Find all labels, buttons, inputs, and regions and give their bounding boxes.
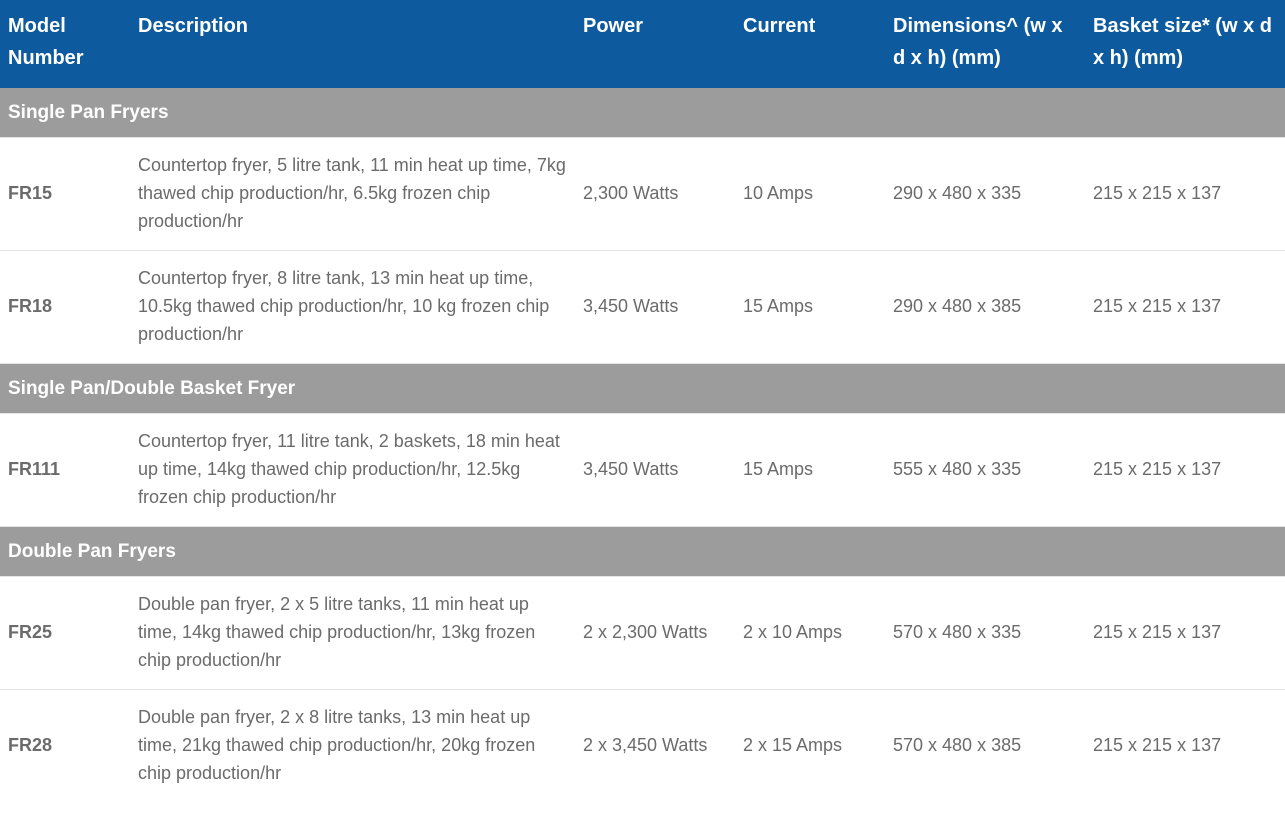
cell-current: 2 x 15 Amps <box>735 690 885 802</box>
cell-model: FR25 <box>0 577 130 690</box>
table-header: Model Number Description Power Current D… <box>0 0 1285 88</box>
section-title: Single Pan Fryers <box>0 88 1285 138</box>
cell-dimensions: 570 x 480 x 335 <box>885 577 1085 690</box>
col-header-power: Power <box>575 0 735 88</box>
cell-basket: 215 x 215 x 137 <box>1085 251 1285 364</box>
table-row: FR28Double pan fryer, 2 x 8 litre tanks,… <box>0 690 1285 802</box>
col-header-dimensions: Dimensions^ (w x d x h) (mm) <box>885 0 1085 88</box>
fryer-spec-table: Model Number Description Power Current D… <box>0 0 1285 802</box>
cell-dimensions: 290 x 480 x 385 <box>885 251 1085 364</box>
cell-basket: 215 x 215 x 137 <box>1085 690 1285 802</box>
cell-model: FR15 <box>0 138 130 251</box>
cell-description: Double pan fryer, 2 x 8 litre tanks, 13 … <box>130 690 575 802</box>
cell-description: Countertop fryer, 8 litre tank, 13 min h… <box>130 251 575 364</box>
cell-power: 3,450 Watts <box>575 414 735 527</box>
cell-current: 15 Amps <box>735 414 885 527</box>
cell-basket: 215 x 215 x 137 <box>1085 138 1285 251</box>
col-header-current: Current <box>735 0 885 88</box>
cell-dimensions: 290 x 480 x 335 <box>885 138 1085 251</box>
cell-dimensions: 555 x 480 x 335 <box>885 414 1085 527</box>
table-row: FR111Countertop fryer, 11 litre tank, 2 … <box>0 414 1285 527</box>
cell-power: 3,450 Watts <box>575 251 735 364</box>
col-header-basket: Basket size* (w x d x h) (mm) <box>1085 0 1285 88</box>
cell-current: 2 x 10 Amps <box>735 577 885 690</box>
section-header: Single Pan/Double Basket Fryer <box>0 363 1285 413</box>
cell-dimensions: 570 x 480 x 385 <box>885 690 1085 802</box>
cell-description: Countertop fryer, 11 litre tank, 2 baske… <box>130 414 575 527</box>
table-row: FR18Countertop fryer, 8 litre tank, 13 m… <box>0 251 1285 364</box>
table-row: FR15Countertop fryer, 5 litre tank, 11 m… <box>0 138 1285 251</box>
section-header: Single Pan Fryers <box>0 88 1285 138</box>
cell-current: 10 Amps <box>735 138 885 251</box>
section-title: Single Pan/Double Basket Fryer <box>0 363 1285 413</box>
cell-basket: 215 x 215 x 137 <box>1085 577 1285 690</box>
section-header: Double Pan Fryers <box>0 526 1285 576</box>
section-title: Double Pan Fryers <box>0 526 1285 576</box>
cell-power: 2 x 3,450 Watts <box>575 690 735 802</box>
table-row: FR25Double pan fryer, 2 x 5 litre tanks,… <box>0 577 1285 690</box>
col-header-description: Description <box>130 0 575 88</box>
cell-model: FR18 <box>0 251 130 364</box>
cell-power: 2 x 2,300 Watts <box>575 577 735 690</box>
cell-description: Countertop fryer, 5 litre tank, 11 min h… <box>130 138 575 251</box>
cell-model: FR28 <box>0 690 130 802</box>
cell-current: 15 Amps <box>735 251 885 364</box>
cell-model: FR111 <box>0 414 130 527</box>
cell-power: 2,300 Watts <box>575 138 735 251</box>
cell-description: Double pan fryer, 2 x 5 litre tanks, 11 … <box>130 577 575 690</box>
table-body: Single Pan FryersFR15Countertop fryer, 5… <box>0 88 1285 802</box>
cell-basket: 215 x 215 x 137 <box>1085 414 1285 527</box>
col-header-model: Model Number <box>0 0 130 88</box>
